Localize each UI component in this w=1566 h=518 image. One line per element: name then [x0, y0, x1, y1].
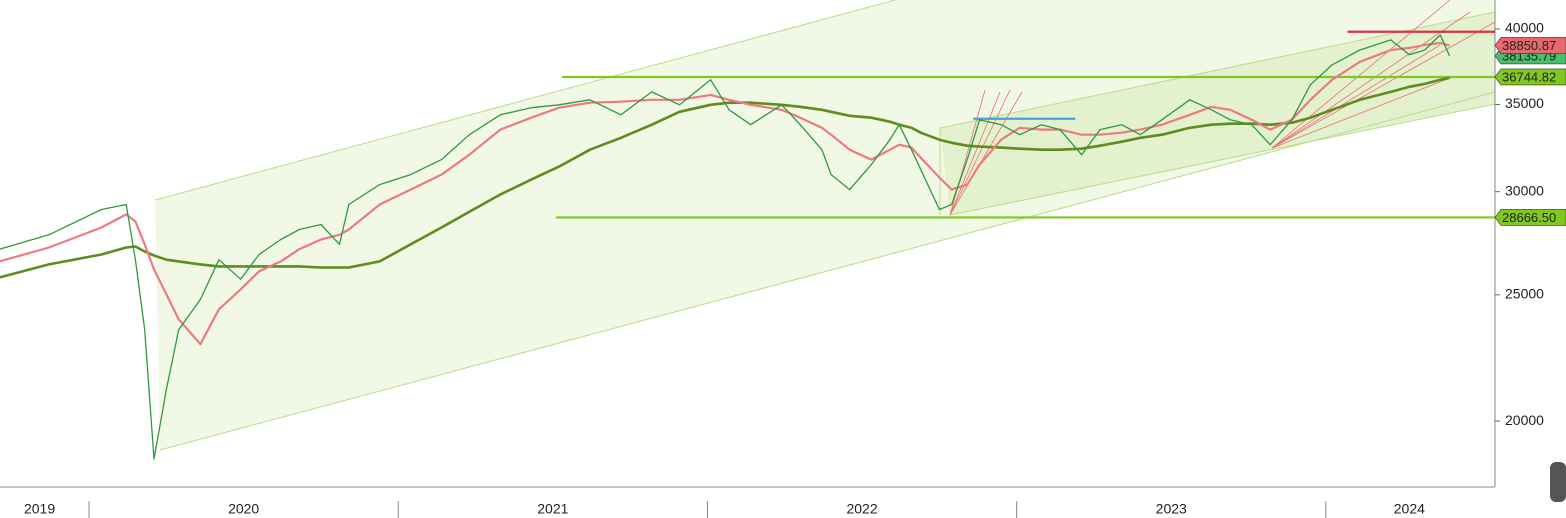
fan-line	[1271, 44, 1441, 149]
fan-line	[949, 91, 1001, 216]
y-tick-label: 40000	[1505, 20, 1544, 36]
series-line	[0, 76, 1450, 279]
price-tag-label: 28666.50	[1502, 210, 1556, 225]
y-tick-label: 35000	[1505, 95, 1544, 111]
channel-line	[154, 0, 896, 201]
x-tick-label: 2019	[24, 501, 55, 517]
y-tick-label: 25000	[1505, 286, 1544, 302]
series-line	[0, 41, 1450, 346]
y-tick-label: 30000	[1505, 182, 1544, 198]
x-tick-label: 2021	[537, 501, 568, 517]
channel-line	[949, 103, 1496, 216]
fan-lines	[949, 0, 1496, 216]
fan-line	[1271, 11, 1471, 149]
fan-line	[949, 91, 1023, 216]
series-line	[0, 34, 1451, 460]
fan-line	[1271, 21, 1496, 149]
fan-line	[1271, 77, 1451, 149]
x-tick-label: 2023	[1156, 501, 1187, 517]
price-tag-label: 36744.82	[1502, 69, 1556, 84]
price-tag	[1494, 37, 1566, 54]
y-tick-label: 20000	[1505, 412, 1544, 428]
scroll-handle[interactable]	[1550, 462, 1566, 502]
x-tick-label: 2024	[1394, 501, 1425, 517]
fan-line	[949, 89, 1011, 216]
price-tag-label: 38850.87	[1502, 38, 1556, 53]
channel-line	[159, 91, 1496, 451]
x-tick-label: 2020	[228, 501, 259, 517]
price-tag	[1494, 209, 1566, 226]
x-tick-label: 2022	[846, 501, 877, 517]
price-tag	[1494, 68, 1566, 86]
fan-line	[1271, 0, 1451, 149]
